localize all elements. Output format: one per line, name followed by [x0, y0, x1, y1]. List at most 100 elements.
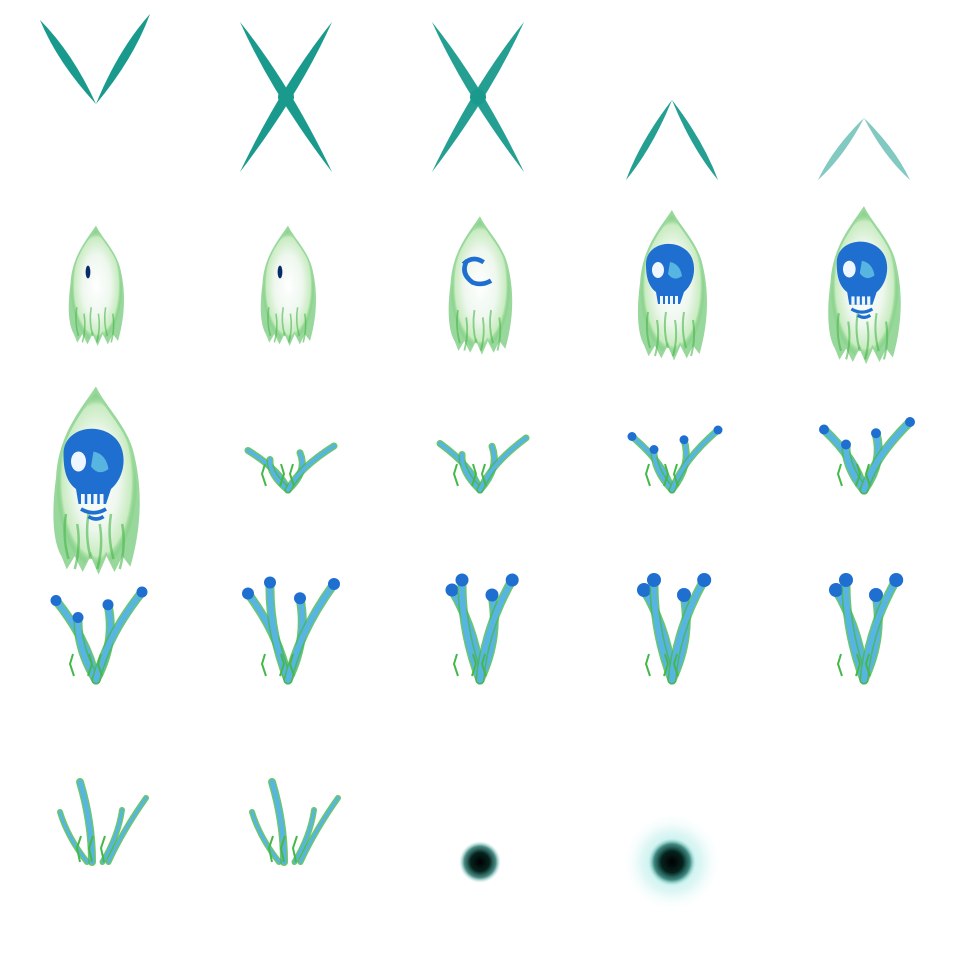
- spirit-flame-body: [70, 228, 123, 343]
- tendril-inner-left-tip: [647, 573, 661, 587]
- spirit-tendrils: [637, 573, 712, 685]
- spirit-wisp-strand: [836, 313, 842, 352]
- tendril-root-strand: [260, 653, 267, 677]
- tendril-inner-left-tip: [649, 445, 659, 454]
- spirit-wisp-strand: [690, 319, 696, 357]
- sprite-frame-11: [0, 384, 192, 576]
- tendril-root-strand: [644, 463, 651, 487]
- sprite-frame-17: [192, 576, 384, 768]
- wisp-strand: [293, 808, 316, 864]
- wisp-strand: [58, 810, 89, 864]
- skull-tooth: [861, 296, 866, 305]
- sprite-frame-graphic: [828, 206, 901, 365]
- skull-jaw: [80, 507, 107, 521]
- tendril-left-tip: [637, 583, 651, 597]
- spirit-wisp-strand: [845, 321, 851, 360]
- skull-forming: [461, 256, 493, 287]
- sprite-frame-9: [576, 192, 768, 384]
- spirit-wisp-strand: [281, 307, 286, 337]
- sprite-frame-graphic: [249, 778, 341, 866]
- sprite-frame-16: [0, 576, 192, 768]
- sprite-frame-21: [0, 768, 192, 960]
- tendril-inner-left: [74, 614, 99, 683]
- sprite-frame-graphic: [819, 417, 915, 495]
- sprite-frame-20: [768, 573, 960, 768]
- sprite-frame-25: [768, 768, 960, 960]
- spirit-flame: [68, 225, 125, 347]
- dark-orb: [622, 812, 722, 912]
- slash-cross-center: [278, 89, 294, 105]
- sprite-frame-graphic: [459, 841, 501, 883]
- slash-effect: [432, 22, 524, 172]
- skull-highlight: [668, 262, 682, 279]
- skull-jaw: [850, 307, 874, 319]
- wisp-root-strand: [99, 835, 106, 863]
- spirit-flame: [637, 210, 708, 361]
- dark-orb-core: [459, 841, 501, 883]
- tendril-root-strand: [855, 653, 862, 677]
- skull: [646, 243, 695, 304]
- tendril-inner-right-tip: [102, 599, 114, 611]
- slash-blade-right: [672, 100, 718, 180]
- spirit-wisp-strand: [288, 313, 293, 343]
- spirit-wisp-strand: [103, 307, 108, 337]
- tendril-right-outline: [668, 426, 722, 494]
- tendril-right: [861, 577, 900, 683]
- tendril-root-strand: [864, 463, 871, 487]
- tendril-root-strand: [864, 653, 871, 677]
- tendril-inner-right-tip: [294, 592, 306, 605]
- skull-tooth: [660, 296, 663, 304]
- tendril-root-strand: [68, 653, 75, 677]
- spirit-wisp-strand: [108, 513, 115, 560]
- wisp-root-strand: [87, 835, 94, 863]
- tendril-inner-left: [650, 577, 675, 683]
- spirit-flame: [448, 216, 513, 355]
- tendril-inner-right-tip: [869, 588, 883, 602]
- skull-tooth: [87, 494, 91, 504]
- spirit-wisp-strand: [654, 319, 660, 357]
- spirit-wisp-strand: [267, 307, 272, 337]
- sprite-frame-graphic: [637, 210, 708, 361]
- tendril-root-strand: [260, 463, 267, 487]
- sprite-frame-1: [0, 0, 192, 192]
- spirit-wisp-strand: [73, 523, 80, 570]
- spirit-wisp-strand: [96, 313, 101, 343]
- sprite-frame-graphic: [40, 14, 150, 104]
- sprite-frame-graphic: [445, 573, 519, 685]
- wisp-root-strand: [291, 835, 298, 863]
- skull-tooth: [665, 296, 668, 304]
- sprite-frame-graphic: [53, 386, 140, 575]
- spirit-wisp-strand: [480, 317, 485, 351]
- skull: [836, 241, 888, 319]
- tendril-right: [286, 444, 336, 492]
- wisp-strand: [250, 810, 281, 864]
- sprite-frame-15: [768, 384, 960, 576]
- spirit-wisp-strand: [455, 309, 461, 344]
- tendril-inner-left: [459, 452, 482, 492]
- spirit-flame: [260, 225, 317, 347]
- slash-effect: [240, 22, 332, 172]
- spirit-tendrils: [819, 417, 915, 495]
- slash-blade-right: [96, 14, 150, 104]
- wisp-strand: [269, 779, 287, 865]
- slash-blade-left: [626, 100, 672, 180]
- tendril-root-strand: [672, 653, 679, 677]
- sprite-frame-23: [384, 768, 576, 960]
- sprite-frame-2: [192, 0, 384, 192]
- spirit-wisp-strand: [295, 307, 300, 337]
- skull-tooth: [856, 296, 860, 305]
- tendril-right: [861, 419, 913, 493]
- dark-orb: [459, 841, 501, 883]
- tendril-right: [477, 577, 516, 683]
- sprite-frame-22: [192, 768, 384, 960]
- skull-eye-socket: [843, 260, 856, 278]
- slash-blade-right: [864, 118, 910, 180]
- wisp-root-strand: [267, 835, 274, 863]
- wisp-strand: [101, 808, 124, 864]
- spirit-wisp-strand: [663, 311, 669, 349]
- tendril-root-strand: [452, 463, 459, 487]
- tendril-left-tip: [50, 595, 62, 606]
- tendril-root-strand: [480, 463, 487, 487]
- wisp-strand: [107, 796, 148, 864]
